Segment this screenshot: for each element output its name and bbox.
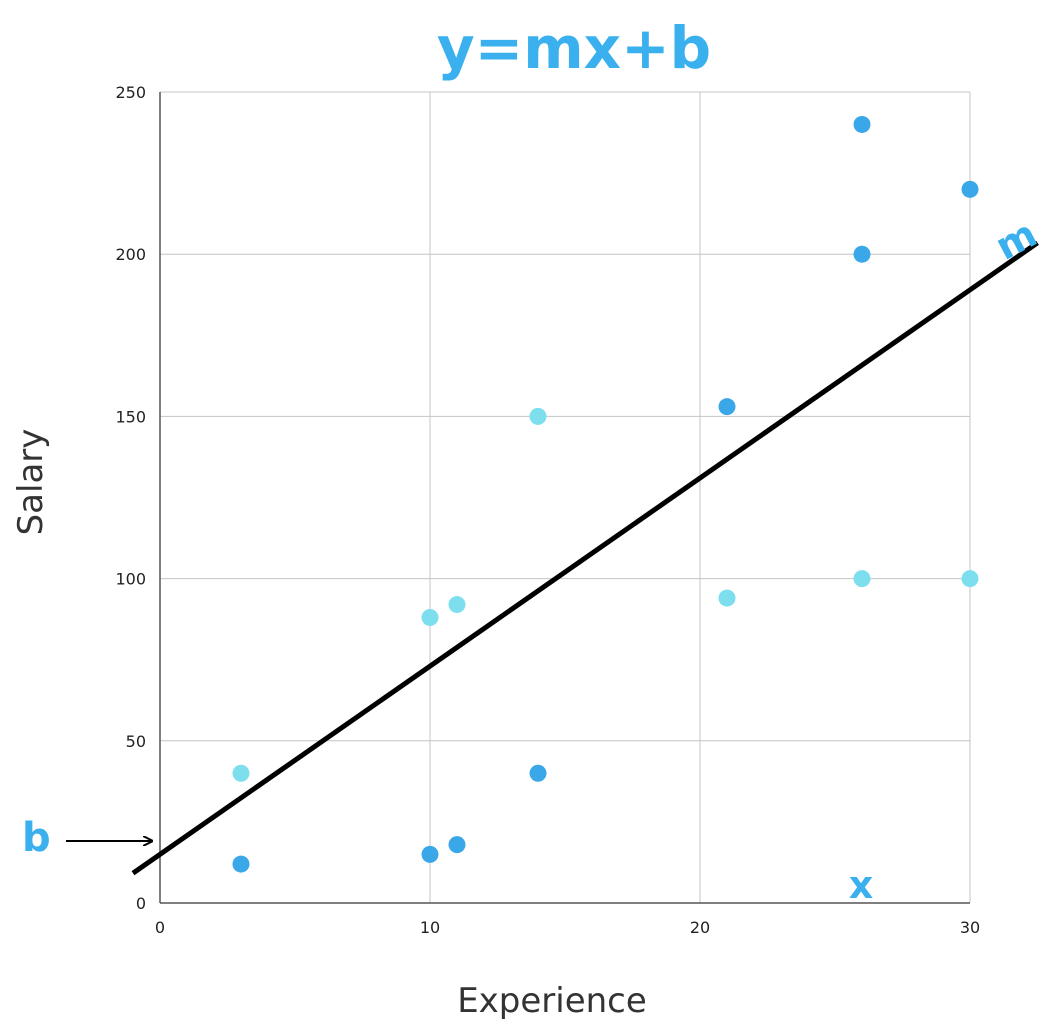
data-point <box>529 764 547 782</box>
data-point <box>853 115 871 133</box>
y-tick-label: 0 <box>136 894 146 913</box>
grid-lines <box>159 91 971 904</box>
data-point <box>529 407 547 425</box>
x-tick-label: 20 <box>690 918 710 937</box>
chart-title: y=mx+b <box>437 14 711 82</box>
data-point <box>718 589 736 607</box>
data-points <box>232 115 979 873</box>
regression-line-group <box>131 240 1039 876</box>
x-variable-annotation: x <box>849 863 874 907</box>
x-axis-label: Experience <box>457 981 647 1021</box>
data-point <box>232 855 250 873</box>
data-point <box>232 764 250 782</box>
data-point <box>421 609 439 627</box>
slope-annotation: m <box>988 211 1044 268</box>
y-tick-label: 100 <box>115 570 146 589</box>
y-tick-label: 200 <box>115 245 146 264</box>
x-tick-label: 30 <box>960 918 980 937</box>
data-point <box>853 570 871 588</box>
data-point <box>448 596 466 614</box>
data-point <box>448 836 466 854</box>
data-point <box>961 180 979 198</box>
regression-line <box>131 240 1039 876</box>
y-axis-label: Salary <box>11 429 51 536</box>
data-point <box>961 570 979 588</box>
x-tick-label: 10 <box>420 918 440 937</box>
y-tick-label: 150 <box>115 407 146 426</box>
tick-labels: 0 10 20 30 0 50 100 150 200 250 <box>115 83 980 937</box>
y-tick-label: 50 <box>126 732 146 751</box>
x-tick-label: 0 <box>155 918 165 937</box>
data-point <box>853 245 871 263</box>
data-point <box>718 398 736 416</box>
data-point <box>421 845 439 863</box>
y-tick-label: 250 <box>115 83 146 102</box>
intercept-annotation: b <box>22 815 51 861</box>
